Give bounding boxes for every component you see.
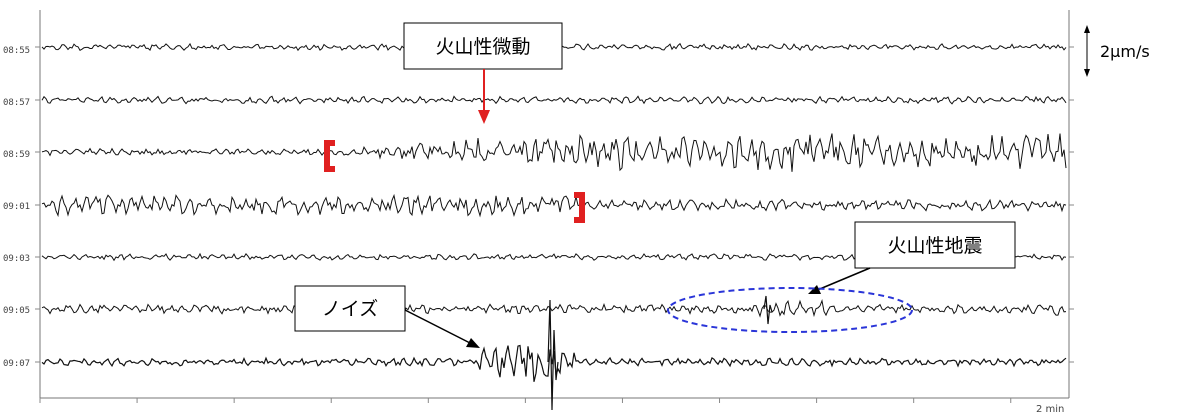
amplitude-scale: 2μm/s	[1084, 25, 1150, 77]
noise-arrow-line	[404, 309, 471, 344]
amplitude-scale-arrow-down	[1084, 69, 1090, 77]
earthquake-annotation: 火山性地震	[667, 221, 1016, 333]
earthquake-label: 火山性地震	[887, 235, 982, 257]
seismic-trace-08:57	[41, 95, 1067, 105]
tremor-start-bracket	[324, 140, 335, 172]
time-label-3: 09:01	[3, 202, 30, 212]
tremor-annotation: 火山性微動	[324, 22, 585, 223]
time-label-1: 08:57	[3, 98, 30, 108]
time-label-5: 09:05	[3, 306, 30, 316]
amplitude-scale-arrow-up	[1084, 25, 1090, 33]
time-label-2: 08:59	[3, 150, 30, 160]
time-label-4: 09:03	[3, 254, 30, 264]
noise-annotation: ノイズ	[294, 285, 480, 348]
tremor-label: 火山性微動	[435, 36, 530, 58]
tremor-label-box	[403, 22, 563, 70]
earthquake-label-box	[854, 221, 1016, 269]
amplitude-scale-label: 2μm/s	[1100, 42, 1150, 61]
axis-ticks	[35, 46, 1074, 403]
seismic-trace-08:59	[41, 133, 1067, 172]
seismic-trace-09:05	[41, 298, 1067, 318]
earthquake-highlight-ellipse	[667, 287, 913, 333]
tremor-arrow-head	[478, 110, 490, 124]
noise-label-box	[294, 285, 406, 332]
time-label-6: 09:07	[3, 359, 30, 369]
earthquake-arrow-line	[814, 267, 871, 292]
seismic-trace-09:01	[41, 193, 1067, 218]
noise-spike	[547, 299, 559, 411]
tremor-end-bracket	[574, 192, 585, 223]
noise-arrow-head	[466, 338, 480, 348]
noise-label: ノイズ	[322, 298, 378, 320]
earthquake-arrow-head	[808, 285, 821, 294]
x-scale-label: 2 min	[1036, 404, 1064, 415]
earthquake-spike	[763, 295, 773, 325]
time-label-0: 08:55	[3, 46, 30, 56]
